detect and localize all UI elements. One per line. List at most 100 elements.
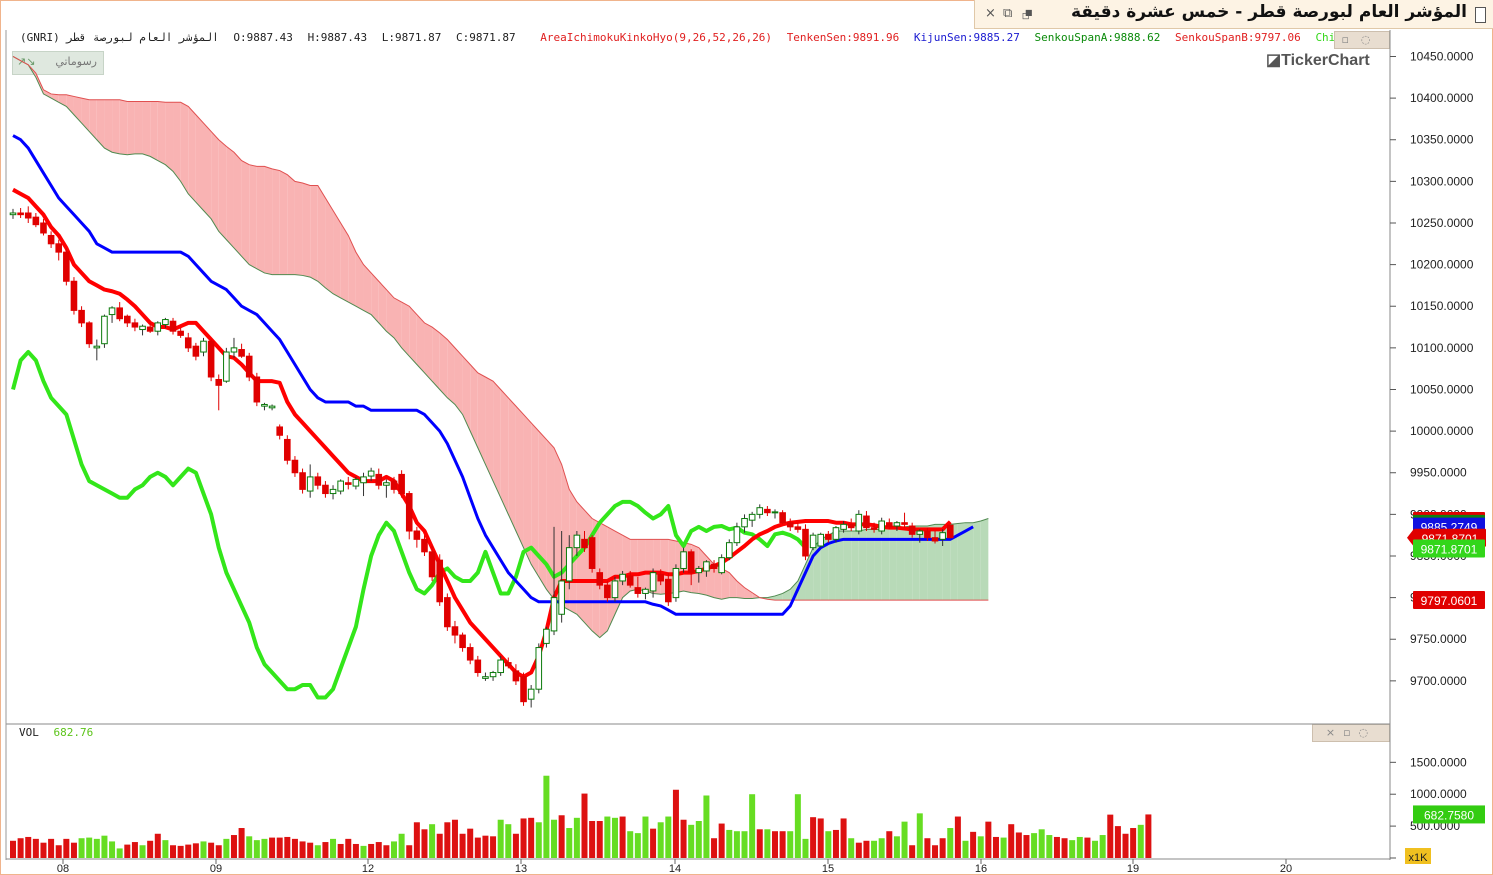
cloud-segment	[287, 174, 295, 275]
candle-body	[505, 662, 512, 667]
cloud-segment	[942, 524, 951, 601]
volume-bar	[391, 841, 397, 858]
scale-badge	[1405, 848, 1431, 864]
volume-bar	[901, 821, 908, 858]
cloud-segment	[439, 332, 448, 398]
cloud-segment	[820, 535, 829, 601]
candle-body	[291, 459, 299, 474]
candle-body	[634, 587, 642, 594]
cloud-segment	[843, 531, 852, 601]
candle-body	[306, 476, 314, 492]
cloud-segment	[881, 527, 890, 601]
volume-bar	[688, 824, 695, 858]
volume-bar	[1114, 826, 1121, 858]
candle-body	[642, 588, 649, 594]
cloud-segment	[249, 164, 257, 269]
cloud-segment	[729, 572, 737, 598]
x-tick-label: 20	[1280, 863, 1292, 875]
legend-close: C:9871.87	[456, 31, 516, 44]
cloud-segment	[409, 306, 417, 365]
volume-legend: VOL 682.76	[19, 726, 93, 739]
candle-body	[489, 672, 497, 678]
candle-body	[817, 533, 825, 547]
volume-badge	[1413, 805, 1485, 824]
volume-bar	[1107, 814, 1114, 858]
cloud-segment	[462, 356, 471, 432]
volume-bar	[482, 835, 489, 858]
candle-body	[573, 534, 581, 549]
cloud-segment	[112, 99, 120, 154]
close-icon[interactable]: ×	[985, 6, 996, 21]
volume-bar	[924, 838, 931, 858]
candle-body	[383, 482, 390, 486]
volume-bar	[78, 838, 85, 858]
window-titlebar[interactable]: × ⧉ ⮻ المؤشر العام لبورصة قطر - خمس عشرة…	[974, 0, 1493, 29]
cloud-segment	[637, 539, 646, 591]
candle-body	[619, 573, 626, 582]
volume-bar	[794, 794, 801, 858]
kijun-sen-line	[12, 134, 974, 616]
volume-bar	[680, 819, 687, 858]
volume-label: VOL	[19, 726, 39, 739]
volume-bar	[665, 816, 672, 858]
volume-bar	[314, 845, 321, 858]
candle-body	[459, 634, 466, 649]
legend-tenkan: TenkenSen:9891.96	[786, 31, 900, 44]
volume-bar	[40, 842, 47, 858]
cloud-segment	[89, 99, 97, 140]
volume-badge-label: 682.7580	[1424, 808, 1474, 822]
volume-bar	[131, 842, 138, 858]
volume-bar	[55, 845, 62, 858]
y-tick-label: 10200.0000	[1410, 258, 1474, 272]
cloud-segment	[233, 152, 242, 257]
volume-bar	[116, 848, 123, 858]
cloud-segment	[218, 139, 227, 240]
candle-body	[687, 551, 695, 574]
y-tick-label: 9750.0000	[1410, 632, 1467, 646]
volume-bar	[337, 843, 344, 858]
window-menu-icon[interactable]	[1475, 7, 1486, 23]
volume-bar	[330, 838, 337, 858]
cloud-segment	[531, 422, 539, 577]
volume-bar	[573, 817, 580, 858]
volume-bar	[962, 840, 969, 858]
y-tick-label: 9950.0000	[1410, 466, 1467, 480]
volume-bar	[1046, 835, 1053, 858]
cloud-segment	[508, 397, 516, 532]
volume-bar	[48, 838, 55, 858]
cloud-segment	[416, 314, 425, 373]
candle-body	[299, 472, 306, 490]
candle-body	[527, 688, 535, 700]
candle-body	[855, 513, 863, 532]
volume-bar	[124, 844, 131, 858]
candle-body	[558, 580, 565, 615]
candle-body	[322, 484, 329, 495]
candle-body	[207, 340, 215, 378]
price-badge	[1413, 539, 1485, 558]
detach-icon[interactable]: ⮻	[1022, 8, 1033, 23]
cloud-segment	[211, 131, 219, 232]
candle-body	[604, 584, 611, 599]
cloud-segment	[515, 406, 524, 548]
candle-body	[870, 527, 878, 530]
cloud-segment	[325, 198, 334, 294]
x-tick-label: 12	[362, 863, 374, 875]
candle-body	[32, 216, 40, 226]
cloud-segment	[96, 99, 105, 149]
indicator-panel-controls[interactable]: ▫◌	[1334, 31, 1390, 49]
legend-indicator[interactable]: AreaIchimokuKinkoHyo(9,26,52,26,26)	[540, 31, 773, 44]
volume-bar	[208, 842, 215, 858]
cloud-segment	[622, 535, 631, 598]
y-tick-label: 9700.0000	[1410, 674, 1467, 688]
cloud-segment	[195, 114, 204, 211]
candle-body	[832, 527, 840, 540]
volume-bar	[284, 836, 291, 858]
cloud-segment	[371, 272, 379, 323]
candle-body	[794, 526, 802, 530]
cloud-segment	[904, 526, 913, 601]
my-drawings-button[interactable]: ↗↘ رسوماتي	[12, 51, 104, 75]
volume-bar	[627, 831, 634, 858]
restore-icon[interactable]: ⧉	[1003, 6, 1013, 21]
volume-bar	[733, 831, 740, 858]
